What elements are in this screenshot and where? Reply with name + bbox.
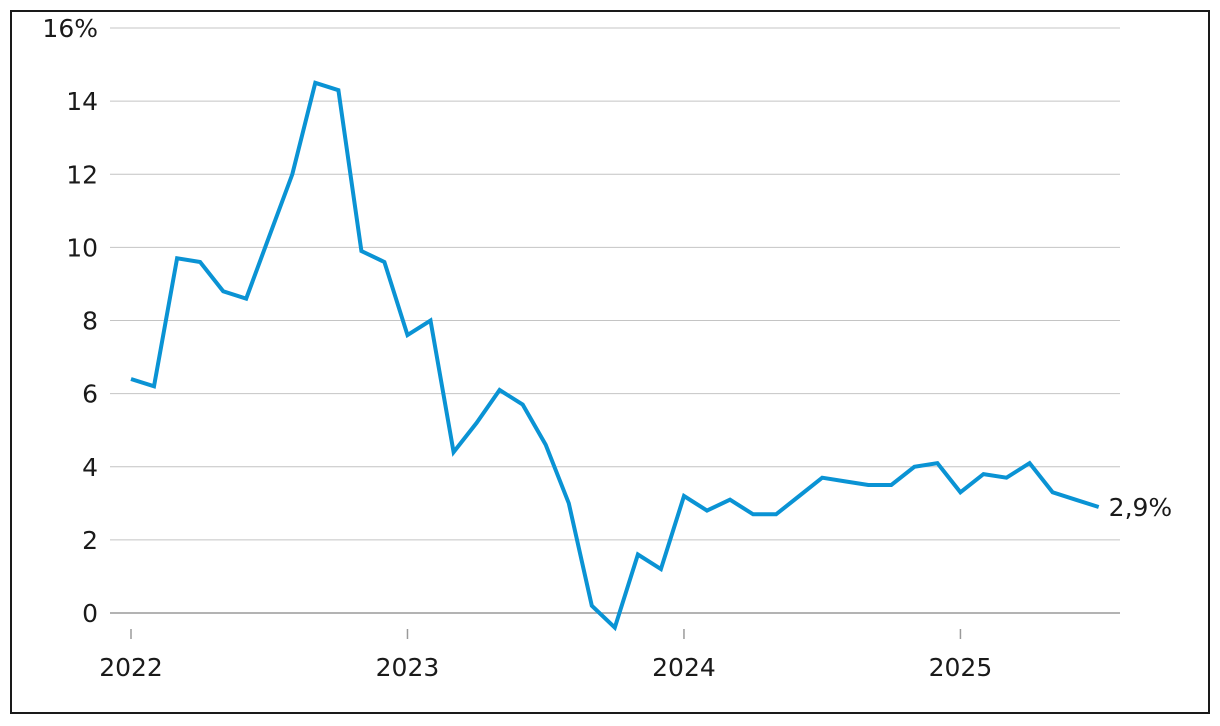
y-tick-label: 10 [66,233,98,262]
x-tick-label: 2022 [99,653,163,682]
y-tick-label: 6 [82,380,98,409]
y-tick-label: 4 [82,453,98,482]
x-tick-label: 2025 [929,653,993,682]
chart-frame [10,10,1210,714]
y-axis-tick-labels: 0 2 4 6 8 10 12 14 16% [42,14,98,628]
series-line [130,80,1100,632]
y-tick-label: 16% [42,14,98,43]
last-value-label: 2,9% [1109,493,1173,522]
x-tick-label: 2023 [376,653,440,682]
y-tick-label: 8 [82,307,98,336]
y-tick-label: 2 [82,526,98,555]
gridlines [110,27,1120,614]
x-tick-label: 2024 [652,653,716,682]
series-group [130,80,1100,632]
y-tick-label: 0 [82,599,98,628]
y-tick-label: 12 [66,160,98,189]
y-tick-label: 14 [66,87,98,116]
x-axis: 2022 2023 2024 2025 [99,629,992,682]
